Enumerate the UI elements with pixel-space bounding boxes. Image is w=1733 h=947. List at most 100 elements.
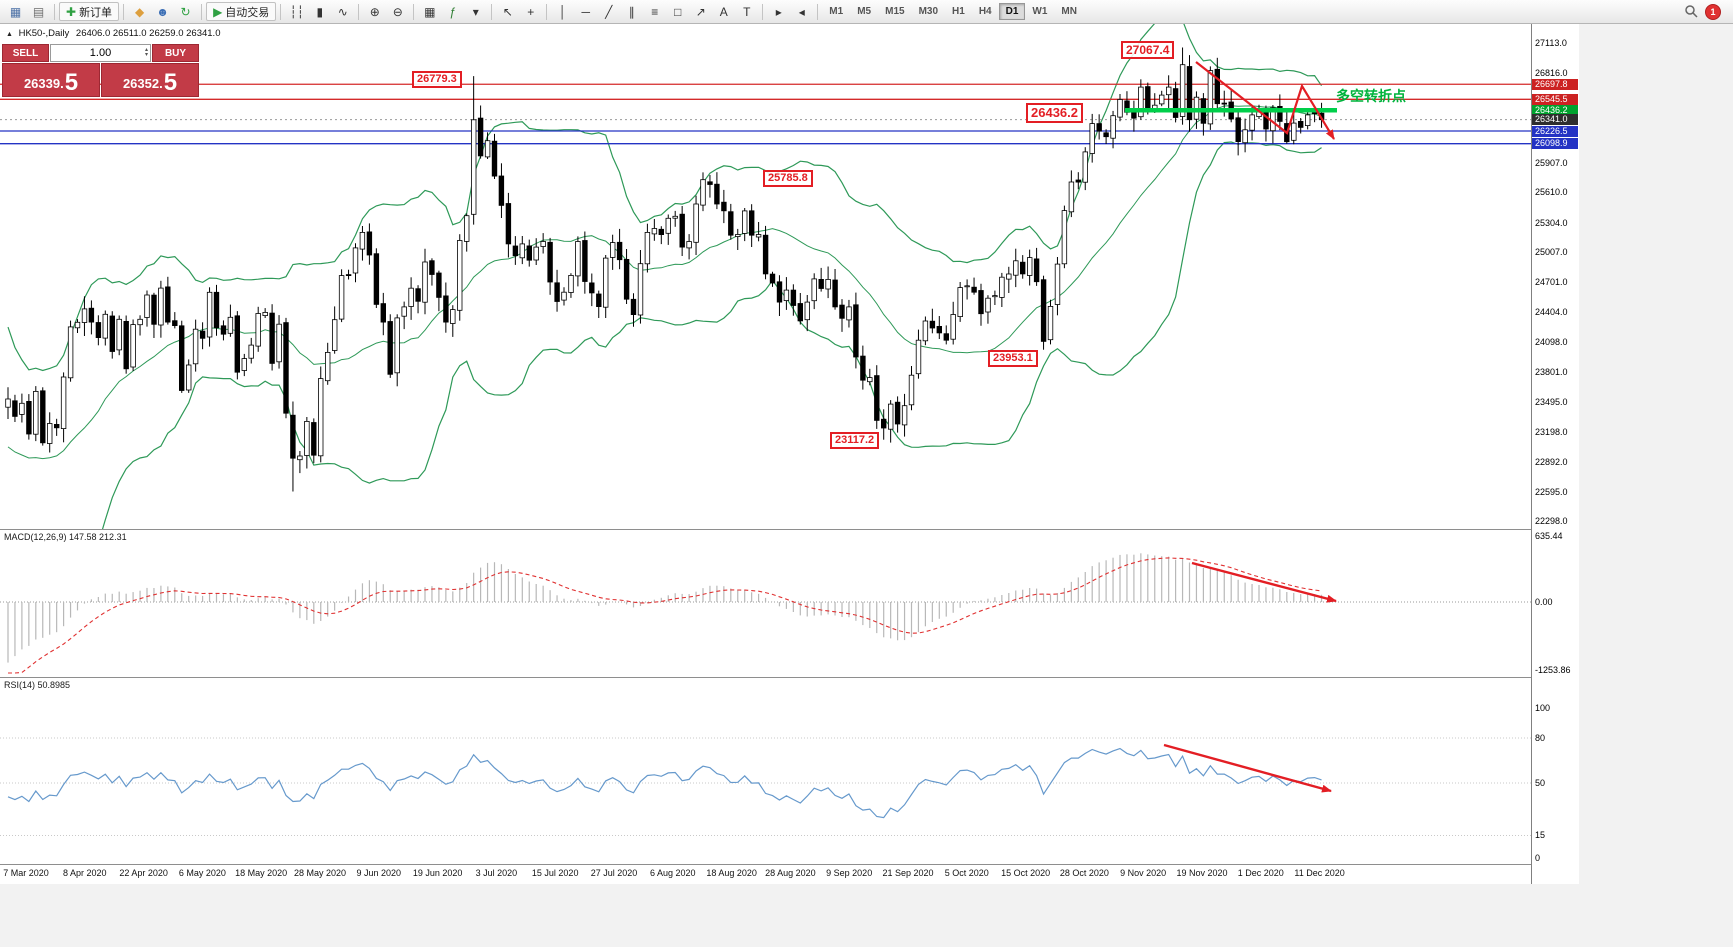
date-label: 11 Dec 2020 bbox=[1294, 868, 1345, 878]
buy-price-box[interactable]: 26352. 5 bbox=[101, 63, 199, 97]
volume-up-icon[interactable]: ▴ bbox=[144, 47, 148, 53]
candlestick-chart-button[interactable]: ▮ bbox=[308, 2, 331, 21]
rsi-axis-value: 50 bbox=[1535, 778, 1546, 788]
community-icon: ◆ bbox=[134, 4, 145, 19]
tf-W1-button[interactable]: W1 bbox=[1025, 3, 1054, 20]
main-toolbar: ▦ ▤ ✚ 新订单 ◆ ☻ ↻ ▶ 自动交易 ┆┆ ▮ ∿ ⊕ ⊖ ▦ ƒ ▾ ↖ + │ ─ ╱ ∥ ≡ □ ↗ A T ▸ ◂ M1 M5… bbox=[0, 0, 1733, 24]
volume-field[interactable]: 1.00 ▴ ▾ bbox=[50, 44, 151, 62]
tf-H1-button[interactable]: H1 bbox=[945, 3, 972, 20]
macd-canvas[interactable] bbox=[0, 530, 1531, 677]
date-label: 18 May 2020 bbox=[235, 868, 288, 878]
refresh-button[interactable]: ↻ bbox=[174, 2, 197, 21]
tf-H4-button[interactable]: H4 bbox=[972, 3, 999, 20]
new-order-icon: ✚ bbox=[66, 4, 77, 19]
bar-chart-button[interactable]: ┆┆ bbox=[285, 2, 308, 21]
toolbar-separator bbox=[54, 3, 55, 20]
price-level-tag: 26545.5 bbox=[1532, 93, 1578, 105]
cursor-button[interactable]: ↖ bbox=[496, 2, 519, 21]
refresh-icon: ↻ bbox=[180, 4, 191, 19]
panel-splitter-rsi[interactable] bbox=[0, 677, 1578, 678]
arrows-icon: ↗ bbox=[695, 4, 706, 19]
bar-chart-icon: ┆┆ bbox=[289, 4, 305, 19]
tf-MN-button[interactable]: MN bbox=[1054, 3, 1084, 20]
time-axis[interactable]: 7 Mar 2020 8 Apr 2020 22 Apr 2020 6 May 202… bbox=[0, 866, 1531, 882]
panel-splitter-macd[interactable] bbox=[0, 529, 1578, 530]
toolbar-separator bbox=[413, 3, 415, 20]
new-chart-button[interactable]: ▦ bbox=[4, 2, 27, 21]
buy-button[interactable]: BUY bbox=[152, 44, 199, 62]
date-label: 28 Oct 2020 bbox=[1059, 868, 1109, 878]
tile-windows-icon: ▦ bbox=[424, 4, 436, 19]
date-label: 7 Mar 2020 bbox=[3, 868, 49, 878]
sell-price: 26339. bbox=[23, 76, 64, 91]
arrows-button[interactable]: ↗ bbox=[689, 2, 712, 21]
date-label: 3 Jul 2020 bbox=[475, 868, 518, 878]
price-tick: 26816.0 bbox=[1535, 67, 1568, 78]
text-label-icon: T bbox=[743, 4, 751, 19]
rsi-canvas[interactable] bbox=[0, 678, 1531, 864]
chart-window[interactable]: ▲ HK50-,Daily 26406.0 26511.0 26259.0 26… bbox=[0, 23, 1579, 884]
symbol-name: HK50-,Daily bbox=[18, 28, 70, 39]
date-label: 28 May 2020 bbox=[293, 868, 347, 878]
tf-M5-button[interactable]: M5 bbox=[850, 3, 878, 20]
price-tick: 24701.0 bbox=[1535, 277, 1568, 288]
notification-badge[interactable]: 1 bbox=[1705, 3, 1721, 20]
vertical-line-button[interactable]: │ bbox=[551, 2, 574, 21]
price-tick: 25907.0 bbox=[1535, 157, 1568, 168]
sell-button[interactable]: SELL bbox=[2, 44, 49, 62]
line-chart-button[interactable]: ∿ bbox=[331, 2, 354, 21]
price-tick: 24098.0 bbox=[1535, 337, 1568, 348]
date-label: 6 Aug 2020 bbox=[650, 868, 696, 878]
crosshair-button[interactable]: + bbox=[519, 2, 542, 21]
workspace-background bbox=[1579, 23, 1733, 884]
new-chart-icon: ▦ bbox=[9, 4, 22, 19]
search-icon[interactable] bbox=[1684, 4, 1698, 20]
shapes-button[interactable]: □ bbox=[666, 2, 689, 21]
price-chart-canvas[interactable] bbox=[0, 23, 1531, 530]
tf-M1-button[interactable]: M1 bbox=[822, 3, 850, 20]
candlestick-layer bbox=[5, 47, 1325, 492]
zoom-in-button[interactable]: ⊕ bbox=[363, 2, 386, 21]
tf-M30-button[interactable]: M30 bbox=[912, 3, 945, 20]
date-label: 19 Nov 2020 bbox=[1176, 868, 1228, 878]
indicators-button[interactable]: ƒ bbox=[441, 2, 464, 21]
price-level-tag: 26098.9 bbox=[1532, 138, 1578, 150]
channel-button[interactable]: ∥ bbox=[620, 2, 643, 21]
trendline-button[interactable]: ╱ bbox=[597, 2, 620, 21]
profiles-button[interactable]: ▤ bbox=[27, 2, 50, 21]
tf-M15-button[interactable]: M15 bbox=[878, 3, 911, 20]
volume-spinner[interactable]: ▴ ▾ bbox=[145, 46, 148, 60]
date-label: 9 Nov 2020 bbox=[1120, 868, 1167, 878]
volume-down-icon[interactable]: ▾ bbox=[144, 52, 148, 58]
zoom-out-button[interactable]: ⊖ bbox=[386, 2, 409, 21]
bollinger-bands bbox=[7, 23, 1323, 530]
auto-trading-button[interactable]: ▶ 自动交易 bbox=[206, 2, 277, 21]
sell-price-box[interactable]: 26339. 5 bbox=[2, 63, 100, 97]
new-order-button[interactable]: ✚ 新订单 bbox=[59, 2, 120, 21]
date-label: 28 Aug 2020 bbox=[765, 868, 816, 878]
text-icon: A bbox=[719, 4, 728, 19]
date-label: 19 Jun 2020 bbox=[412, 868, 463, 878]
tf-D1-button[interactable]: D1 bbox=[998, 3, 1026, 20]
date-label: 6 May 2020 bbox=[178, 868, 226, 878]
date-label: 15 Jul 2020 bbox=[531, 868, 579, 878]
community-button[interactable]: ◆ bbox=[128, 2, 151, 21]
price-tick: 22298.0 bbox=[1535, 516, 1568, 526]
templates-button[interactable]: ▾ bbox=[464, 2, 487, 21]
tile-windows-button[interactable]: ▦ bbox=[418, 2, 441, 21]
profiles-icon: ▤ bbox=[32, 4, 45, 19]
macd-axis-value: 635.44 bbox=[1535, 531, 1563, 541]
chat-button[interactable]: ☻ bbox=[151, 2, 174, 21]
chart-shift-button[interactable]: ◂ bbox=[790, 2, 813, 21]
shapes-icon: □ bbox=[674, 4, 682, 19]
price-axis[interactable]: 27113.0 26816.0 25907.0 25610.0 25304.0 25007… bbox=[1531, 23, 1579, 884]
text-button[interactable]: A bbox=[712, 2, 735, 21]
text-label-button[interactable]: T bbox=[735, 2, 758, 21]
toolbar-separator bbox=[123, 3, 125, 20]
auto-scroll-button[interactable]: ▸ bbox=[767, 2, 790, 21]
fibonacci-button[interactable]: ≡ bbox=[643, 2, 666, 21]
buy-price: 26352. bbox=[122, 76, 163, 91]
date-label: 15 Oct 2020 bbox=[1001, 868, 1051, 878]
horizontal-line-button[interactable]: ─ bbox=[574, 2, 597, 21]
rsi-axis-value: 100 bbox=[1535, 703, 1551, 713]
